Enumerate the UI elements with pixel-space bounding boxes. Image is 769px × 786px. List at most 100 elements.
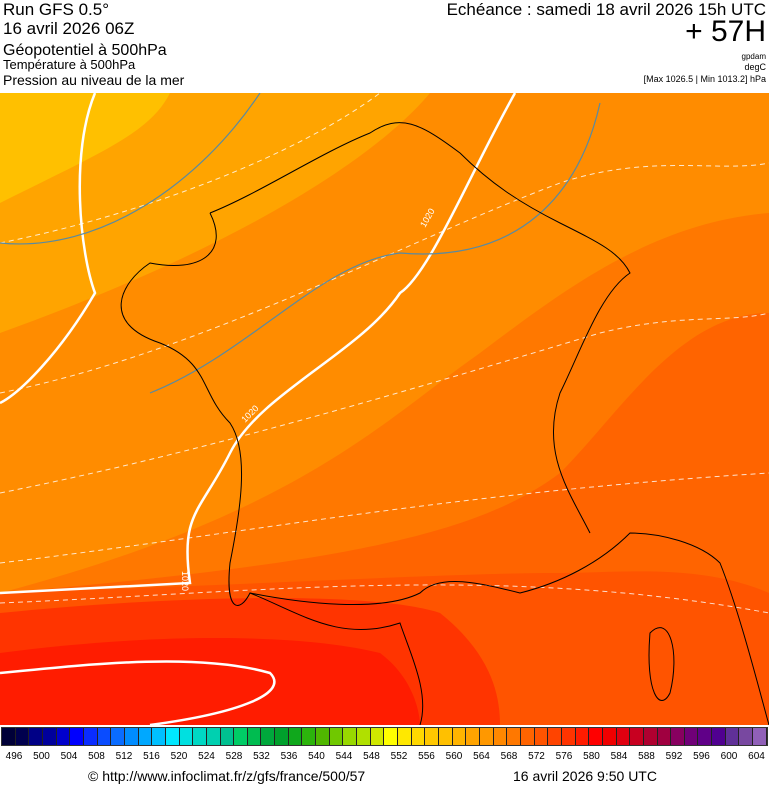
- band-584: [0, 638, 420, 725]
- color-swatch: [657, 728, 672, 745]
- param-temperature: Température à 500hPa: [3, 57, 136, 72]
- color-swatch: [15, 728, 30, 745]
- color-scale-label: 548: [363, 751, 380, 762]
- color-swatch: [712, 728, 726, 745]
- color-swatch: [439, 728, 453, 745]
- param-geopotential: Géopotentiel à 500hPa: [3, 42, 167, 59]
- color-scale-label: 584: [610, 751, 628, 762]
- color-swatch: [534, 728, 549, 745]
- color-swatch: [261, 728, 276, 745]
- color-scale-label: 516: [143, 751, 160, 762]
- color-swatch: [589, 728, 603, 745]
- color-scale-label: 520: [170, 751, 188, 762]
- color-scale-label: 532: [253, 751, 270, 762]
- color-scale-label: 604: [748, 751, 765, 762]
- color-swatch: [220, 728, 235, 745]
- unit-degc: degC: [744, 62, 766, 72]
- color-swatch: [384, 728, 399, 745]
- color-swatch: [179, 728, 194, 745]
- color-swatch: [302, 728, 317, 745]
- color-scale-label: 592: [665, 751, 683, 762]
- color-swatch: [466, 728, 480, 745]
- color-swatch: [698, 728, 713, 745]
- color-swatch: [370, 728, 385, 745]
- run-label: Run GFS 0.5°: [3, 0, 110, 19]
- color-swatch: [234, 728, 248, 745]
- color-swatch: [29, 728, 43, 745]
- isotherms: [0, 93, 769, 614]
- color-swatch: [193, 728, 207, 745]
- color-swatch: [42, 728, 57, 745]
- color-scale-label: 600: [720, 751, 738, 762]
- color-scale-label: 544: [335, 751, 353, 762]
- color-swatch: [288, 728, 303, 745]
- band-560: [0, 93, 430, 333]
- color-swatch: [316, 728, 330, 745]
- color-swatch: [753, 728, 767, 745]
- color-swatch: [97, 728, 112, 745]
- color-swatch: [425, 728, 439, 745]
- color-scale-label: 552: [390, 751, 408, 762]
- color-swatch: [56, 728, 71, 745]
- color-swatch: [452, 728, 467, 745]
- source-url[interactable]: © http://www.infoclimat.fr/z/gfs/france/…: [88, 768, 366, 784]
- geopotential-lines: [0, 93, 601, 394]
- color-swatch: [671, 728, 685, 745]
- color-swatch: [83, 728, 98, 745]
- color-swatch: [684, 728, 699, 745]
- color-swatch: [206, 728, 221, 745]
- color-swatch: [398, 728, 412, 745]
- color-scale-label: 576: [555, 751, 573, 762]
- color-swatch: [124, 728, 139, 745]
- color-scale-label: 564: [473, 751, 490, 762]
- color-swatch: [165, 728, 180, 745]
- color-swatch: [575, 728, 590, 745]
- color-swatch: [275, 728, 289, 745]
- run-date: 16 avril 2026 06Z: [3, 19, 135, 38]
- pressure-range: [Max 1026.5 | Min 1013.2] hPa: [643, 74, 766, 84]
- color-scale-label: 524: [198, 751, 215, 762]
- color-swatch: [520, 728, 535, 745]
- color-scale-label: 540: [308, 751, 325, 762]
- lead-time: + 57H: [685, 15, 766, 48]
- color-swatch: [357, 728, 371, 745]
- color-swatch: [111, 728, 125, 745]
- color-scale: [1, 727, 768, 746]
- color-scale-label: 504: [60, 751, 78, 762]
- color-swatch: [739, 728, 754, 745]
- color-scale-label: 528: [225, 751, 243, 762]
- isobar-label: 1020: [180, 571, 190, 591]
- weather-map: 1020 1020 1020: [0, 93, 769, 725]
- band-556: [0, 93, 170, 203]
- color-scale-label: 536: [280, 751, 298, 762]
- color-scale-label: 580: [583, 751, 600, 762]
- color-scale-label: 556: [418, 751, 435, 762]
- color-scale-label: 572: [528, 751, 545, 762]
- color-swatch: [561, 728, 576, 745]
- color-scale-label: 588: [638, 751, 655, 762]
- color-swatch: [152, 728, 166, 745]
- color-swatch: [643, 728, 658, 745]
- unit-gpdam: gpdam: [741, 52, 766, 61]
- color-scale-label: 500: [33, 751, 50, 762]
- color-swatch: [493, 728, 508, 745]
- color-swatch: [630, 728, 644, 745]
- color-scale-label: 496: [5, 751, 23, 762]
- param-pressure: Pression au niveau de la mer: [3, 72, 185, 88]
- color-swatch: [247, 728, 262, 745]
- color-swatch: [138, 728, 153, 745]
- color-scale-label: 508: [88, 751, 105, 762]
- echeance: Echéance : samedi 18 avril 2026 15h UTC: [446, 0, 766, 19]
- generation-timestamp: 16 avril 2026 9:50 UTC: [513, 768, 657, 784]
- color-swatch: [70, 728, 84, 745]
- color-swatch: [548, 728, 562, 745]
- color-swatch: [725, 728, 740, 745]
- color-swatch: [602, 728, 617, 745]
- color-scale-label: 560: [445, 751, 463, 762]
- color-swatch: [329, 728, 344, 745]
- color-swatch: [343, 728, 358, 745]
- color-scale-labels: 496 500 504 508 512 516 520 524 528 532 536 540 544 5…: [0, 751, 769, 763]
- color-swatch: [411, 728, 426, 745]
- isobars: [0, 93, 517, 725]
- color-scale-label: 568: [500, 751, 518, 762]
